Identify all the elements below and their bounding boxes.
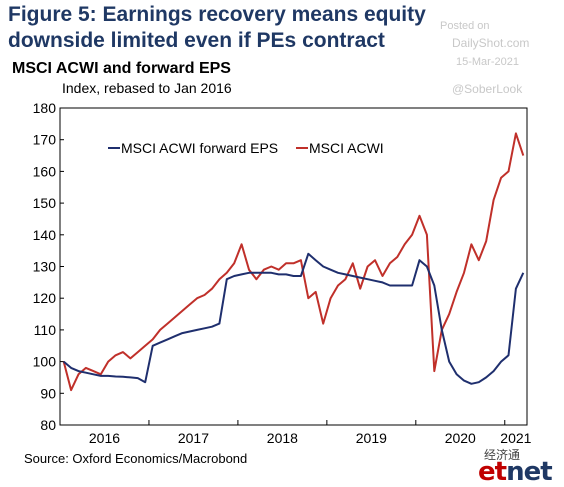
y-axis: 80 90 100 110 120 130 140 150 160 170 180: [33, 100, 64, 433]
watermark-site: DailyShot.com: [452, 36, 530, 50]
x-tick-label: 2017: [178, 430, 209, 446]
x-tick-label: 2020: [445, 430, 476, 446]
y-tick-label: 130: [33, 259, 57, 275]
x-axis: 2016 2017 2018 2019 2020 2021: [89, 420, 532, 446]
brand-logo-net: net: [506, 457, 553, 487]
figure-title: Figure 5: Earnings recovery means equity…: [8, 3, 426, 52]
chart-subtitle: Index, rebased to Jan 2016: [62, 80, 232, 96]
series-line-acwi: [62, 132, 525, 392]
source-note: Source: Oxford Economics/Macrobond: [24, 451, 248, 466]
watermark-posted: Posted on: [440, 20, 490, 32]
y-tick-label: 120: [33, 290, 57, 306]
brand-logo-et: et: [478, 457, 507, 487]
y-tick-label: 110: [34, 322, 57, 338]
y-tick-label: 170: [33, 132, 57, 148]
x-tick-label: 2016: [89, 430, 120, 446]
y-tick-label: 100: [33, 354, 57, 370]
y-tick-label: 140: [33, 227, 57, 243]
y-tick-label: 180: [33, 100, 57, 116]
x-tick-label: 2019: [356, 430, 387, 446]
x-tick-label: 2021: [500, 430, 531, 446]
watermark-handle: @SoberLook: [452, 82, 523, 96]
y-tick-label: 80: [40, 417, 56, 433]
legend: MSCI ACWI forward EPS MSCI ACWI: [108, 140, 384, 156]
brand-logo: etnet: [478, 457, 553, 487]
y-tick-label: 90: [40, 385, 56, 401]
chart-title: MSCI ACWI and forward EPS: [12, 60, 231, 77]
y-tick-label: 150: [33, 195, 57, 211]
y-tick-label: 160: [33, 163, 57, 179]
series-line-eps: [63, 252, 525, 385]
legend-label-acwi: MSCI ACWI: [309, 140, 384, 156]
watermark-date: 15-Mar-2021: [456, 56, 519, 68]
legend-label-eps: MSCI ACWI forward EPS: [121, 140, 278, 156]
brand-chinese-name: 经济通: [484, 448, 521, 462]
series-layer: [62, 132, 525, 392]
x-tick-label: 2018: [267, 430, 298, 446]
